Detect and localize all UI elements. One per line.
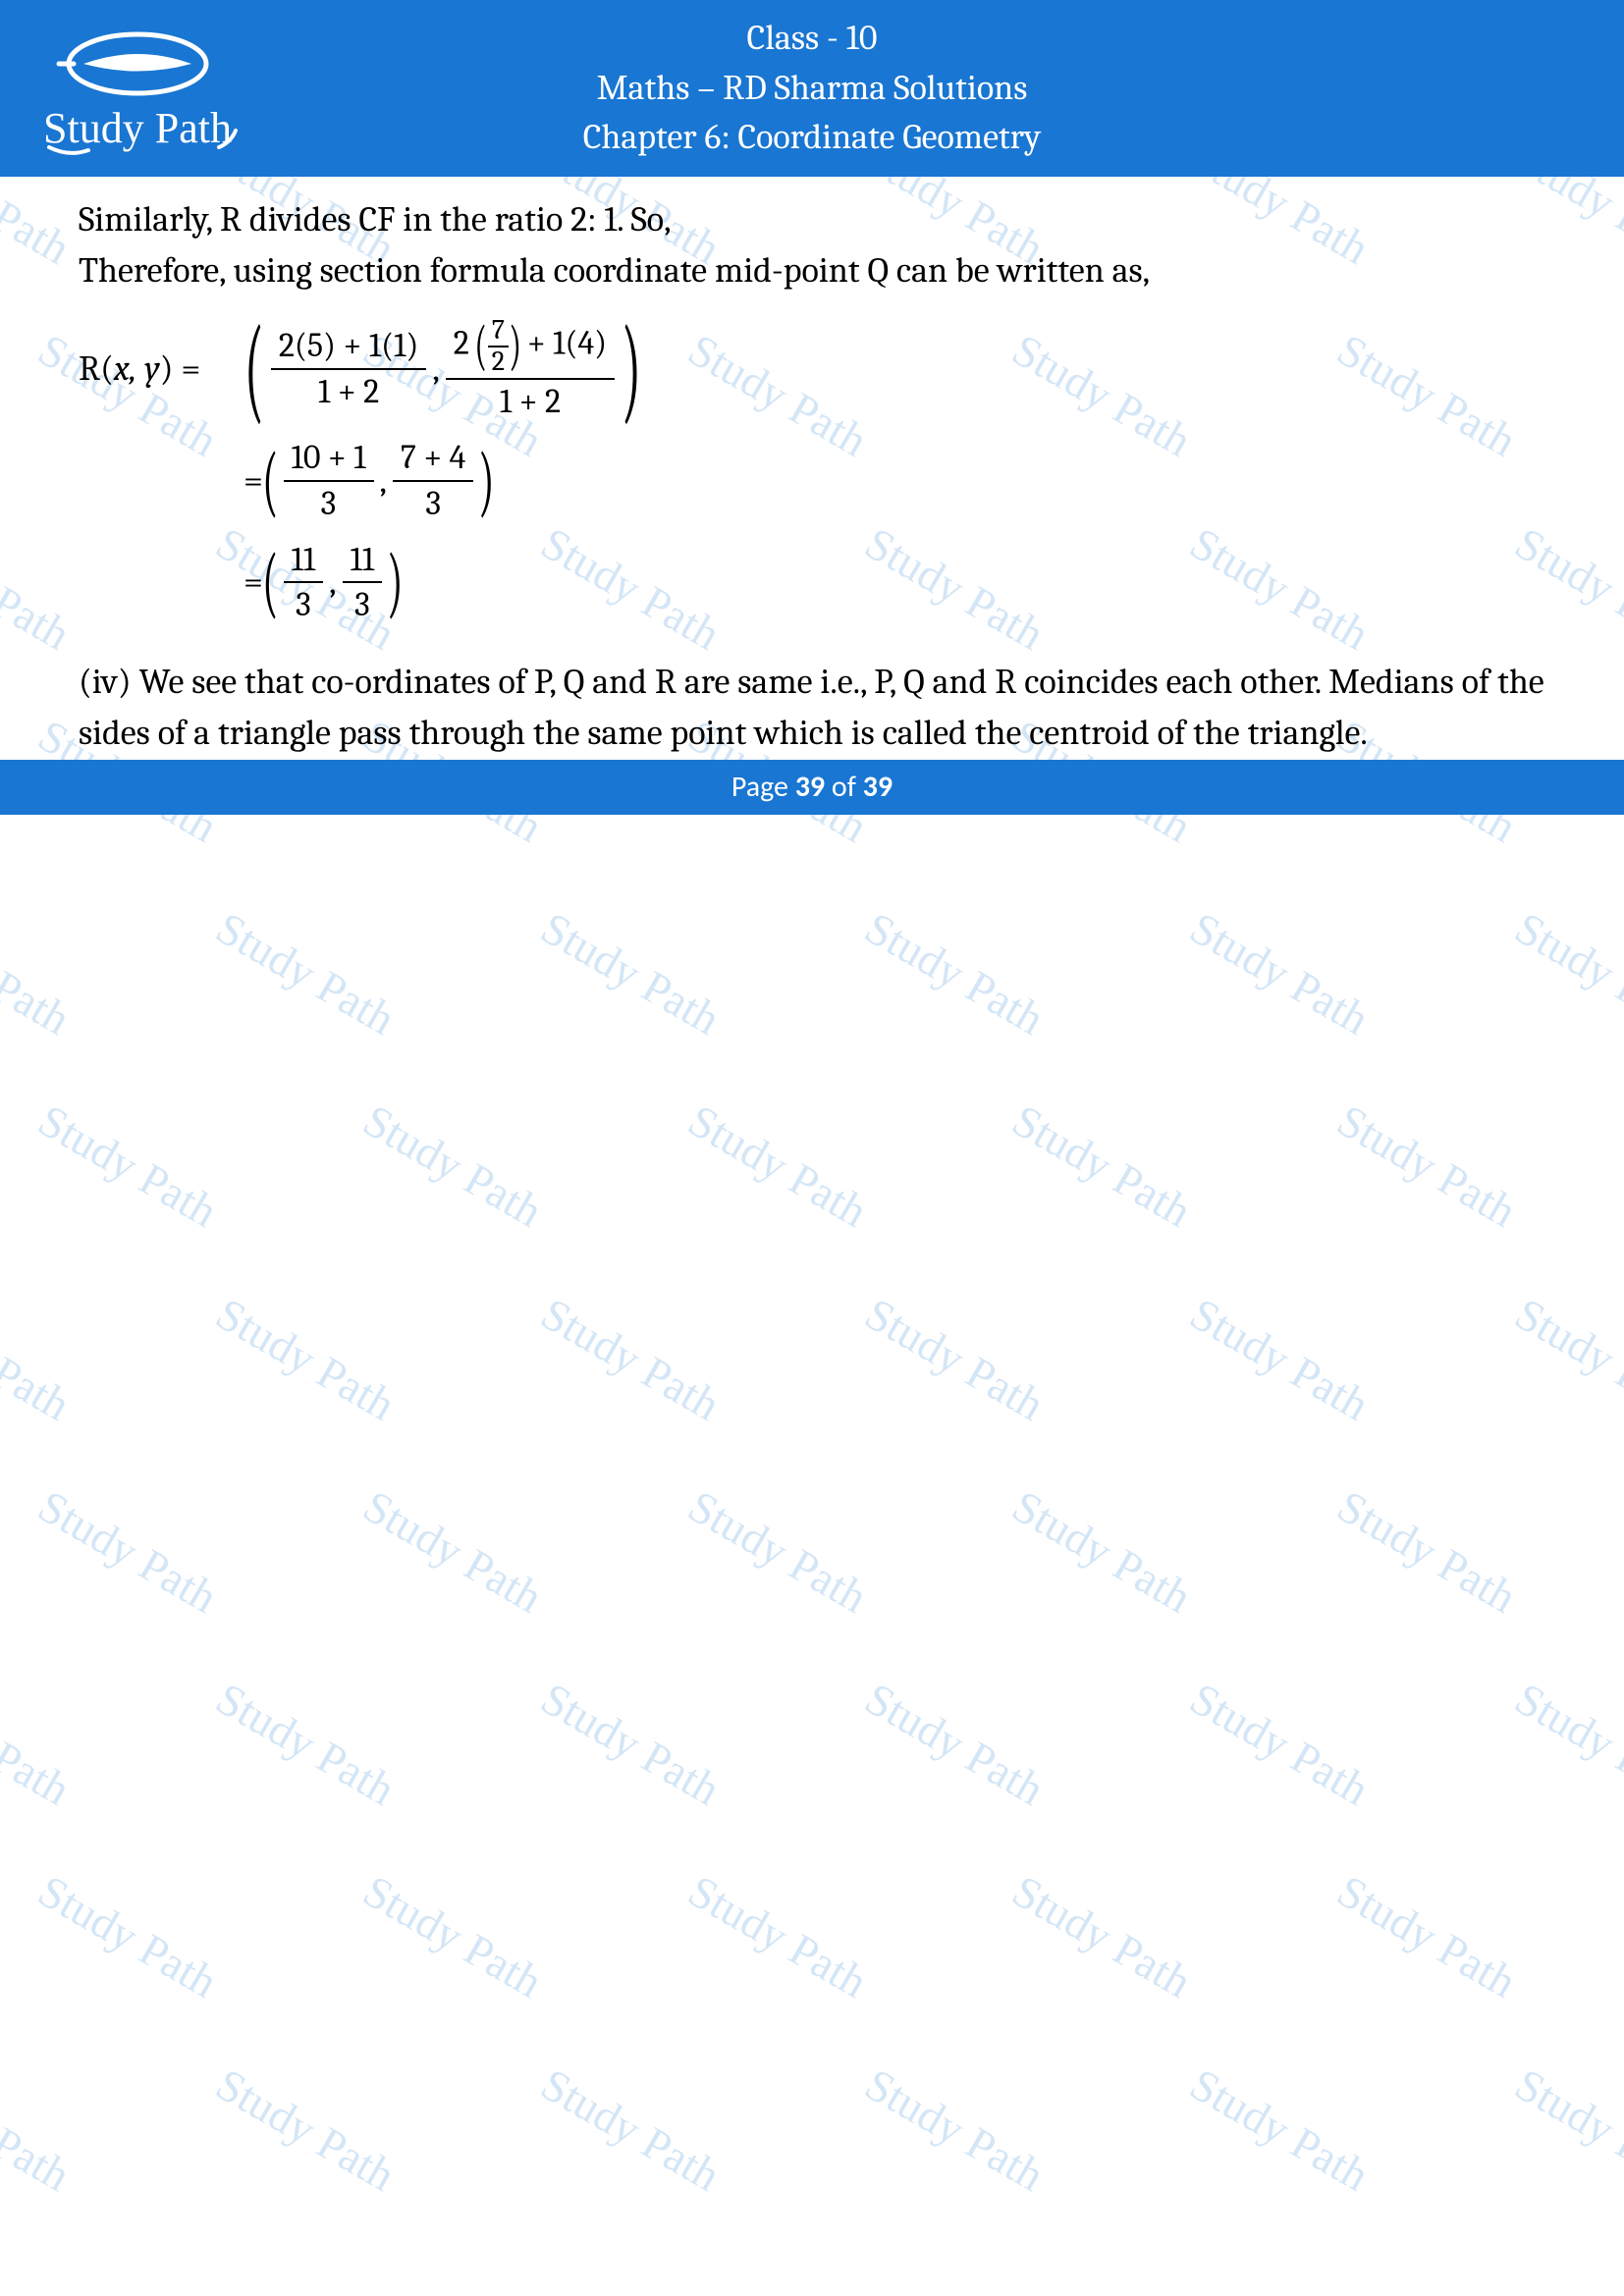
fraction-x2: 10 + 1 3 [284, 436, 374, 526]
frac-den: 3 [313, 482, 345, 526]
comma: , [380, 455, 387, 507]
inner-num: 7 [488, 316, 509, 347]
watermark-text: Study Path [29, 1095, 226, 1238]
frac-den: 3 [347, 583, 378, 627]
comma: , [329, 557, 336, 608]
footer-bar: Page 39 of 39 [0, 760, 1624, 815]
fraction-x3: 11 3 [284, 538, 324, 628]
watermark-text: Study Path [857, 1287, 1054, 1430]
equation-row-2: = ( 10 + 1 3 , 7 + 4 3 ) [244, 436, 1545, 526]
close-paren-icon: ) [478, 450, 495, 512]
fraction-x1: 2(5) + 1(1) 1 + 2 [271, 324, 427, 414]
watermark-text: Study Path [1004, 1095, 1201, 1238]
watermark-text: Study Path [0, 1673, 79, 1816]
open-paren-icon: ( [244, 325, 265, 413]
fraction-y1: 2 (72) + 1(4) 1 + 2 [446, 314, 615, 424]
watermark-text: Study Path [29, 1479, 226, 1623]
watermark-text: Study Path [354, 1865, 551, 2008]
equation-lhs: R(x, y) = [79, 344, 244, 395]
equation-row-3: = ( 11 3 , 11 3 ) [244, 538, 1545, 628]
fraction-y3: 11 3 [343, 538, 383, 628]
watermark-text: Study Path [857, 901, 1054, 1044]
watermark-text: Study Path [1506, 1287, 1624, 1430]
text-line-1: Similarly, R divides CF in the ratio 2: … [79, 194, 1545, 245]
fraction-y2: 7 + 4 3 [393, 436, 474, 526]
footer-current: 39 [795, 769, 825, 805]
open-paren-icon: ( [262, 450, 279, 512]
watermark-text: Study Path [679, 1095, 876, 1238]
watermark-text: Study Path [1328, 1095, 1525, 1238]
inner-fraction: 72 [488, 316, 509, 376]
page-content: Similarly, R divides CF in the ratio 2: … [0, 177, 1624, 760]
frac-num-complex: 2 (72) + 1(4) [446, 314, 615, 380]
watermark-text: Study Path [1328, 1865, 1525, 2008]
frac-num: 11 [343, 538, 383, 584]
inner-close-paren-icon: ) [509, 324, 521, 368]
watermark-text: Study Path [1181, 2057, 1378, 2201]
watermark-text: Study Path [532, 901, 729, 1044]
watermark-text: Study Path [1004, 1865, 1201, 2008]
watermark-text: Study Path [1506, 901, 1624, 1044]
frac-num: 10 + 1 [284, 436, 374, 482]
frac-den: 1 + 2 [310, 370, 387, 414]
frac-den: 3 [288, 583, 319, 627]
watermark-text: Study Path [207, 1673, 404, 1816]
watermark-text: Study Path [207, 2057, 404, 2201]
equation-row-1: R(x, y) = ( 2(5) + 1(1) 1 + 2 , 2 (72) +… [79, 314, 1545, 424]
watermark-text: Study Path [679, 1479, 876, 1623]
frac-num: 11 [284, 538, 324, 584]
watermark-text: Study Path [857, 1673, 1054, 1816]
header-bar: Study Path Class - 10 Maths – RD Sharma … [0, 0, 1624, 177]
inner-den: 2 [488, 347, 509, 376]
watermark-text: Study Path [1506, 2057, 1624, 2201]
study-path-logo-icon: Study Path [29, 25, 245, 162]
frac-num: 2(5) + 1(1) [271, 324, 427, 370]
watermark-text: Study Path [857, 2057, 1054, 2201]
watermark-text: Study Path [0, 1287, 79, 1430]
close-paren-icon: ) [622, 325, 642, 413]
watermark-text: Study Path [0, 2057, 79, 2201]
frac-den: 1 + 2 [492, 380, 568, 424]
equals-sign: = [244, 557, 263, 608]
watermark-text: Study Path [532, 2057, 729, 2201]
watermark-text: Study Path [207, 1287, 404, 1430]
frac-den: 3 [417, 482, 449, 526]
watermark-text: Study Path [532, 1673, 729, 1816]
close-paren-icon: ) [387, 551, 404, 614]
text-line-2: Therefore, using section formula coordin… [79, 245, 1545, 296]
watermark-text: Study Path [1506, 1673, 1624, 1816]
watermark-text: Study Path [29, 1865, 226, 2008]
watermark-text: Study Path [1328, 1479, 1525, 1623]
comma: , [432, 344, 439, 395]
equals-sign: = [244, 455, 263, 507]
y-suffix: + 1(4) [519, 324, 607, 363]
frac-num: 7 + 4 [393, 436, 474, 482]
watermark-text: Study Path [0, 901, 79, 1044]
open-paren-icon: ( [262, 551, 279, 614]
watermark-text: Study Path [1181, 1287, 1378, 1430]
watermark-text: Study Path [1181, 1673, 1378, 1816]
watermark-text: Study Path [207, 901, 404, 1044]
logo-text: Study Path [43, 104, 232, 152]
watermark-text: Study Path [679, 1865, 876, 2008]
footer-mid: of [825, 769, 863, 805]
lhs-R: R( [79, 348, 114, 389]
watermark-text: Study Path [354, 1479, 551, 1623]
watermark-text: Study Path [1181, 901, 1378, 1044]
y-prefix: 2 [454, 324, 477, 363]
logo: Study Path [29, 25, 245, 162]
inner-open-paren-icon: ( [475, 324, 488, 368]
watermark-text: Study Path [354, 1095, 551, 1238]
footer-total: 39 [863, 769, 893, 805]
footer-prefix: Page [731, 769, 795, 805]
paragraph-iv: (iv) We see that co-ordinates of P, Q an… [79, 657, 1545, 759]
lhs-close: ) = [160, 348, 201, 389]
math-block: R(x, y) = ( 2(5) + 1(1) 1 + 2 , 2 (72) +… [79, 314, 1545, 627]
watermark-text: Study Path [1004, 1479, 1201, 1623]
watermark-text: Study Path [532, 1287, 729, 1430]
lhs-xy: x, y [114, 348, 160, 389]
